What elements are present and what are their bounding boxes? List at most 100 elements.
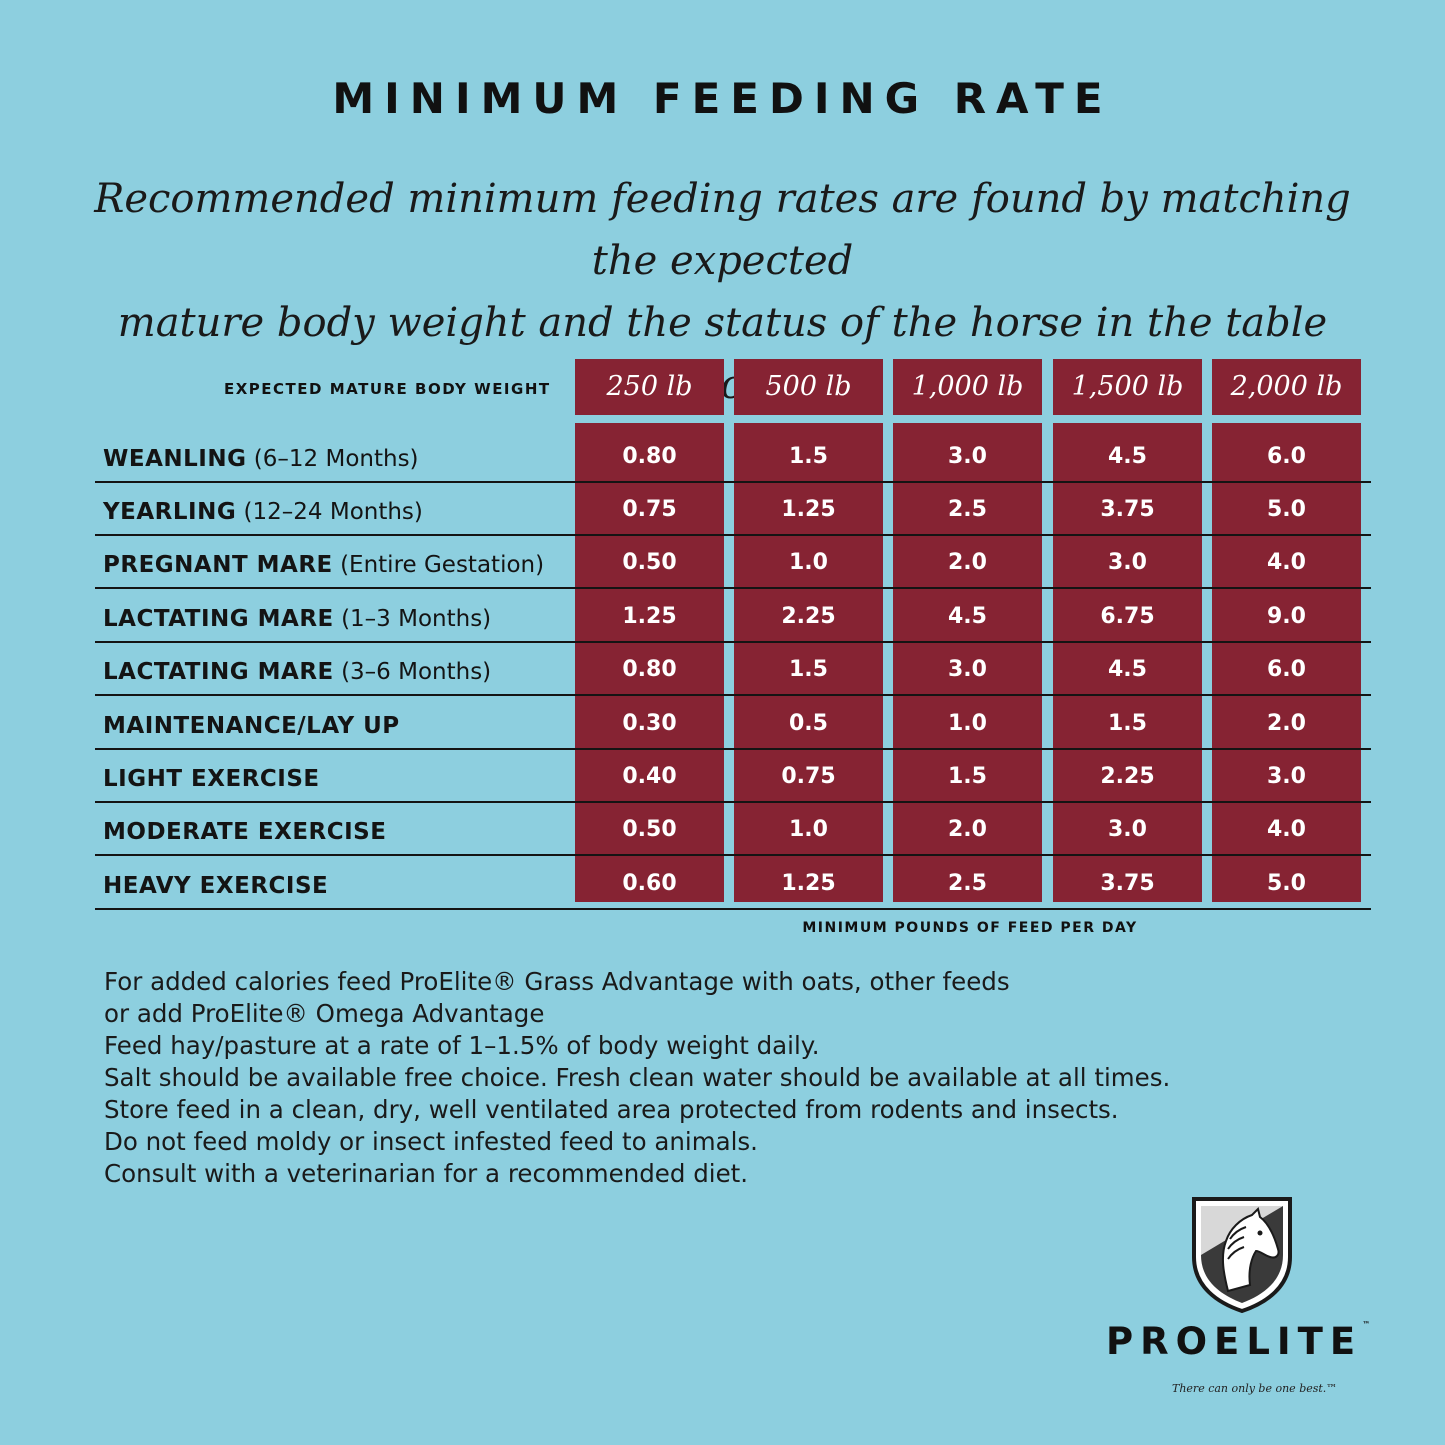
column-body — [734, 423, 883, 902]
table-cell: 3.0 — [948, 657, 987, 682]
table-row: LACTATING MARE (1–3 Months) 1.25 2.25 4.… — [95, 588, 1371, 643]
table-cell: 0.5 — [789, 711, 828, 736]
table-cell: 0.40 — [622, 764, 677, 789]
table-cell: 2.0 — [948, 550, 987, 575]
table-cell: 1.5 — [1108, 711, 1147, 736]
table-cell: 1.5 — [948, 764, 987, 789]
table-cell: 2.5 — [948, 497, 987, 522]
table-cell: 0.75 — [781, 764, 836, 789]
note-line: Consult with a veterinarian for a recomm… — [104, 1159, 749, 1188]
table-row: WEANLING (6–12 Months) 0.80 1.5 3.0 4.5 … — [95, 428, 1371, 483]
table-cell: 0.60 — [622, 871, 677, 896]
table-cell: 2.5 — [948, 871, 987, 896]
table-cell: 4.5 — [948, 604, 987, 629]
table-row: MAINTENANCE/LAY UP 0.30 0.5 1.0 1.5 2.0 — [95, 695, 1371, 750]
table-cell: 1.25 — [781, 497, 836, 522]
row-label-status: MAINTENANCE/LAY UP — [103, 713, 400, 739]
note-line: or add ProElite® Omega Advantage — [104, 999, 545, 1028]
table-cell: 4.0 — [1267, 550, 1306, 575]
table-cell: 4.5 — [1108, 444, 1147, 469]
row-label-detail: (6–12 Months) — [253, 446, 419, 472]
row-label-status: LIGHT EXERCISE — [103, 766, 320, 792]
column-body — [575, 423, 724, 902]
brand-wordmark: PROELITE™ — [1106, 1320, 1370, 1363]
table-footnote: MINIMUM POUNDS OF FEED PER DAY — [802, 920, 1138, 936]
column-header-1000lb: 1,000 lb — [893, 359, 1042, 415]
column-header-250lb: 250 lb — [575, 359, 724, 415]
row-label: MAINTENANCE/LAY UP — [103, 713, 400, 739]
trademark-symbol: ™ — [1362, 1320, 1371, 1329]
row-label-status: LACTATING MARE — [103, 606, 334, 632]
table-cell: 2.25 — [1100, 764, 1155, 789]
table-cell: 3.0 — [1108, 817, 1147, 842]
column-header-500lb: 500 lb — [734, 359, 883, 415]
row-label-detail: (1–3 Months) — [341, 606, 492, 632]
horse-shield-icon — [1192, 1197, 1292, 1313]
brand-name: PROELITE — [1106, 1320, 1363, 1363]
row-label-status: LACTATING MARE — [103, 659, 334, 685]
row-label-detail: (Entire Gestation) — [340, 552, 545, 578]
table-cell: 2.25 — [781, 604, 836, 629]
feeding-notes: For added calories feed ProElite® Grass … — [104, 966, 1170, 1190]
row-label: LIGHT EXERCISE — [103, 766, 320, 792]
table-cell: 1.5 — [789, 444, 828, 469]
note-line: Feed hay/pasture at a rate of 1–1.5% of … — [104, 1031, 820, 1060]
row-label-detail: (12–24 Months) — [243, 499, 423, 525]
table-row: PREGNANT MARE (Entire Gestation) 0.50 1.… — [95, 534, 1371, 589]
table-cell: 3.75 — [1100, 871, 1155, 896]
row-label: HEAVY EXERCISE — [103, 873, 328, 899]
table-row: LIGHT EXERCISE 0.40 0.75 1.5 2.25 3.0 — [95, 748, 1371, 803]
column-header-1500lb: 1,500 lb — [1053, 359, 1202, 415]
table-cell: 3.0 — [1108, 550, 1147, 575]
table-cell: 0.80 — [622, 657, 677, 682]
row-label: PREGNANT MARE (Entire Gestation) — [103, 552, 544, 578]
table-cell: 0.50 — [622, 550, 677, 575]
table-cell: 9.0 — [1267, 604, 1306, 629]
table-cell: 2.0 — [1267, 711, 1306, 736]
weight-label: EXPECTED MATURE BODY WEIGHT — [224, 380, 551, 398]
column-body — [893, 423, 1042, 902]
table-cell: 3.0 — [948, 444, 987, 469]
table-cell: 3.0 — [1267, 764, 1306, 789]
table-cell: 4.5 — [1108, 657, 1147, 682]
table-cell: 6.0 — [1267, 657, 1306, 682]
table-row: HEAVY EXERCISE 0.60 1.25 2.5 3.75 5.0 — [95, 855, 1371, 910]
note-line: For added calories feed ProElite® Grass … — [104, 967, 1010, 996]
row-label: YEARLING (12–24 Months) — [103, 499, 423, 525]
table-cell: 6.0 — [1267, 444, 1306, 469]
table-cell: 1.25 — [622, 604, 677, 629]
table-cell: 6.75 — [1100, 604, 1155, 629]
table-cell: 1.5 — [789, 657, 828, 682]
note-line: Store feed in a clean, dry, well ventila… — [104, 1095, 1119, 1124]
table-cell: 0.30 — [622, 711, 677, 736]
column-body — [1212, 423, 1361, 902]
table-cell: 5.0 — [1267, 871, 1306, 896]
table-row: LACTATING MARE (3–6 Months) 0.80 1.5 3.0… — [95, 641, 1371, 696]
table-cell: 3.75 — [1100, 497, 1155, 522]
row-label-status: PREGNANT MARE — [103, 552, 333, 578]
table-cell: 4.0 — [1267, 817, 1306, 842]
table-cell: 0.80 — [622, 444, 677, 469]
row-label: LACTATING MARE (1–3 Months) — [103, 606, 491, 632]
row-label-detail: (3–6 Months) — [341, 659, 492, 685]
table-cell: 1.0 — [789, 550, 828, 575]
row-label-status: MODERATE EXERCISE — [103, 819, 387, 845]
row-label-status: WEANLING — [103, 446, 247, 472]
table-cell: 0.50 — [622, 817, 677, 842]
column-body — [1053, 423, 1202, 902]
row-label-status: HEAVY EXERCISE — [103, 873, 329, 899]
table-cell: 1.25 — [781, 871, 836, 896]
table-cell: 0.75 — [622, 497, 677, 522]
note-line: Do not feed moldy or insect infested fee… — [104, 1127, 758, 1156]
table-row: MODERATE EXERCISE 0.50 1.0 2.0 3.0 4.0 — [95, 801, 1371, 856]
intro-line-1: Recommended minimum feeding rates are fo… — [94, 176, 1351, 284]
row-label: WEANLING (6–12 Months) — [103, 446, 419, 472]
table-cell: 5.0 — [1267, 497, 1306, 522]
table-row: YEARLING (12–24 Months) 0.75 1.25 2.5 3.… — [95, 481, 1371, 536]
note-line: Salt should be available free choice. Fr… — [104, 1063, 1171, 1092]
brand-tagline: There can only be one best.™ — [1172, 1382, 1338, 1395]
row-label-status: YEARLING — [103, 499, 237, 525]
table-cell: 1.0 — [948, 711, 987, 736]
row-label: LACTATING MARE (3–6 Months) — [103, 659, 491, 685]
column-header-2000lb: 2,000 lb — [1212, 359, 1361, 415]
